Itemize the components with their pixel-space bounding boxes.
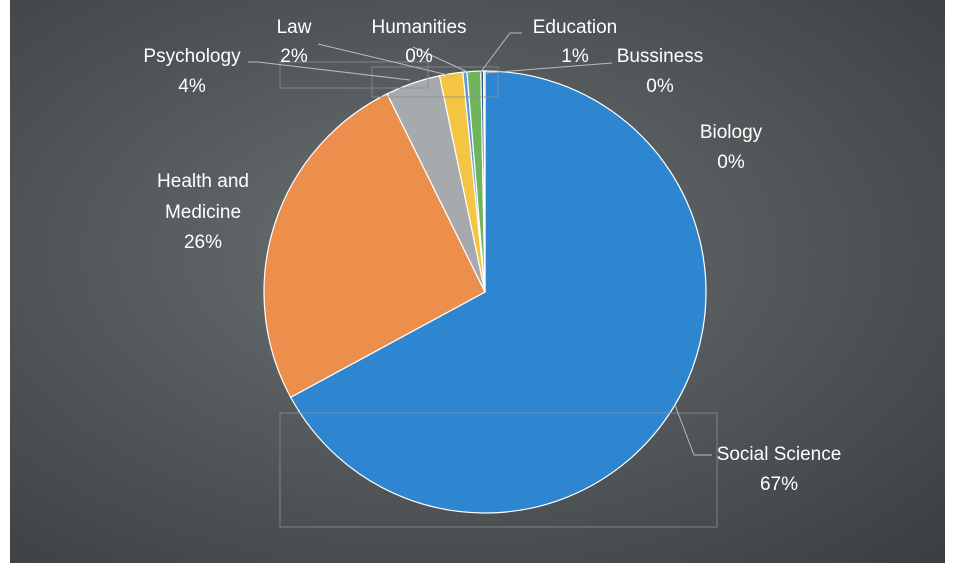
label-pct-bussiness: 0% bbox=[646, 76, 674, 97]
label-name-biology: Biology bbox=[700, 122, 763, 143]
label-name-social-science: Social Science bbox=[717, 444, 842, 465]
label-pct-psychology: 4% bbox=[178, 76, 206, 97]
label-pct-health: 26% bbox=[184, 232, 222, 253]
label-pct-social-science: 67% bbox=[760, 474, 798, 495]
label-box-psychology bbox=[279, 61, 429, 89]
leader-lines bbox=[248, 32, 718, 528]
label-pct-biology: 0% bbox=[717, 152, 745, 173]
leader-line-law bbox=[317, 43, 453, 77]
label-name-health-1: Health and bbox=[157, 171, 249, 192]
pie-slice-health-and-medicine bbox=[263, 93, 486, 399]
leader-line-social-science bbox=[674, 404, 712, 456]
leader-line-education bbox=[479, 32, 522, 74]
leader-line-psychology bbox=[248, 61, 411, 81]
label-box-top bbox=[371, 66, 499, 98]
label-name-psychology: Psychology bbox=[143, 46, 241, 67]
label-name-humanities: Humanities bbox=[371, 17, 466, 38]
label-pct-law: 2% bbox=[280, 46, 308, 67]
label-name-law: Law bbox=[277, 17, 312, 38]
leader-line-bussiness bbox=[485, 62, 613, 74]
label-pct-humanities: 0% bbox=[405, 46, 433, 67]
data-labels: Social Science 67% Health and Medicine 2… bbox=[143, 17, 841, 495]
label-name-bussiness: Bussiness bbox=[617, 46, 704, 67]
pie-slices bbox=[263, 70, 707, 514]
label-name-education: Education bbox=[533, 17, 618, 38]
label-box-social-science bbox=[279, 412, 718, 528]
pie-slice-biology bbox=[483, 70, 486, 293]
label-name-health-2: Medicine bbox=[165, 202, 241, 223]
leader-line-humanities bbox=[412, 46, 471, 74]
label-pct-education: 1% bbox=[561, 46, 589, 67]
